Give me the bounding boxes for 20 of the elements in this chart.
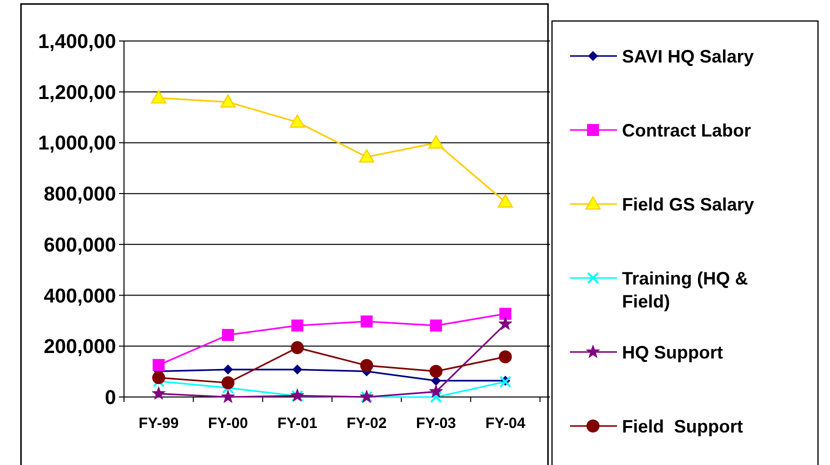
x-tick-label: FY-04 [485, 415, 526, 432]
y-tick-label: 1,200,00 [38, 82, 116, 104]
y-tick-label: 1,400,00 [38, 31, 116, 53]
y-tick-label: 800,000 [44, 184, 116, 206]
y-tick-label: 200,000 [44, 336, 116, 358]
y-tick-label: 1,000,00 [38, 132, 116, 155]
y-tick-label: 600,000 [44, 234, 116, 256]
legend-label: Field Support [622, 416, 743, 436]
legend-label: Training (HQ & Field) [622, 268, 748, 312]
y-tick-label: 0 [104, 387, 116, 409]
x-tick-label: FY-03 [416, 415, 456, 432]
y-tick-label: 400,000 [44, 285, 116, 308]
x-tick-label: FY-99 [138, 415, 179, 432]
x-tick-label: FY-00 [208, 415, 248, 432]
x-tick-label: FY-02 [346, 415, 387, 432]
x-tick-label: FY-01 [277, 415, 318, 432]
legend-label: Field GS Salary [622, 194, 754, 214]
legend-label: SAVI HQ Salary [622, 46, 754, 66]
legend-label: Contract Labor [622, 120, 752, 140]
legend-label: HQ Support [622, 342, 723, 362]
